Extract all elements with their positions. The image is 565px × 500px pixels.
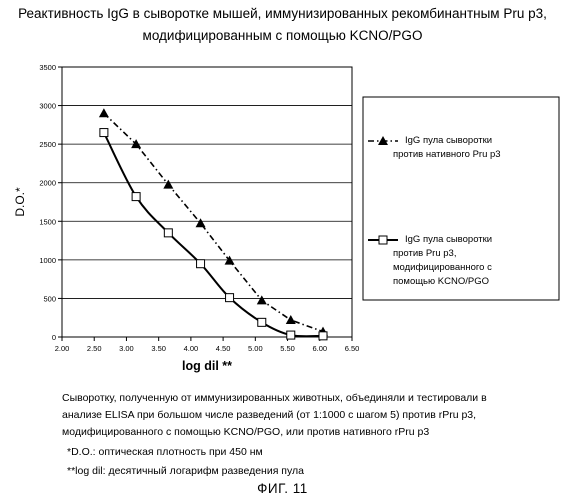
square-marker: [132, 193, 140, 201]
y-tick-label: 3500: [39, 63, 56, 72]
figure-label: ФИГ. 11: [0, 481, 565, 496]
footnote-od: *D.O.: оптическая плотность при 450 нм: [67, 445, 263, 460]
square-marker: [197, 260, 205, 268]
square-marker: [319, 332, 327, 340]
description-line-1: Сыворотку, полученную от иммунизированны…: [62, 391, 487, 406]
plot-area: [62, 67, 352, 337]
legend-native-label: против нативного Pru p3: [393, 149, 501, 160]
x-tick-label: 3.50: [151, 344, 166, 353]
y-tick-label: 2000: [39, 179, 56, 188]
triangle-marker: [196, 218, 206, 227]
x-tick-label: 3.00: [119, 344, 134, 353]
y-tick-label: 2500: [39, 140, 56, 149]
x-tick-label: 6.50: [345, 344, 360, 353]
triangle-marker: [131, 139, 141, 148]
description-line-3: модифицированного с помощью KCNO/PGO, ил…: [62, 425, 429, 440]
legend-modified-label: против Pru p3,: [393, 248, 456, 259]
y-axis-label: D.O.*: [13, 187, 27, 217]
x-tick-label: 5.50: [280, 344, 295, 353]
y-tick-label: 1500: [39, 217, 56, 226]
x-tick-label: 5.00: [248, 344, 263, 353]
y-tick-label: 1000: [39, 256, 56, 265]
x-tick-label: 2.50: [87, 344, 102, 353]
x-tick-label: 2.00: [55, 344, 70, 353]
y-tick-label: 0: [52, 333, 56, 342]
triangle-marker: [257, 295, 267, 304]
legend-square-marker: [379, 236, 387, 244]
x-axis-label: log dil **: [182, 359, 232, 373]
x-tick-label: 4.00: [184, 344, 199, 353]
x-tick-label: 4.50: [216, 344, 231, 353]
description-line-2: анализе ELISA при большом числе разведен…: [62, 408, 476, 423]
x-tick-label: 6.00: [312, 344, 327, 353]
series-modified-line: [104, 133, 323, 337]
square-marker: [164, 229, 172, 237]
legend-modified-label: помощью KCNO/PGO: [393, 276, 489, 287]
triangle-marker: [99, 108, 109, 117]
square-marker: [100, 129, 108, 137]
legend-native-label: IgG пула сыворотки: [405, 135, 492, 146]
legend-modified-label: модифицированного с: [393, 262, 492, 273]
square-marker: [258, 318, 266, 326]
legend-modified-label: IgG пула сыворотки: [405, 234, 492, 245]
chart: 0 500 1000 1500 2000 2500 3000 3500 2.00 2.50 3.0…: [0, 0, 565, 380]
y-tick-label: 500: [43, 294, 56, 303]
footnote-log-dil: **log dil: десятичный логарифм разведени…: [67, 464, 304, 479]
square-marker: [226, 294, 234, 302]
triangle-marker: [286, 315, 296, 324]
square-marker: [287, 331, 295, 339]
y-tick-label: 3000: [39, 102, 56, 111]
